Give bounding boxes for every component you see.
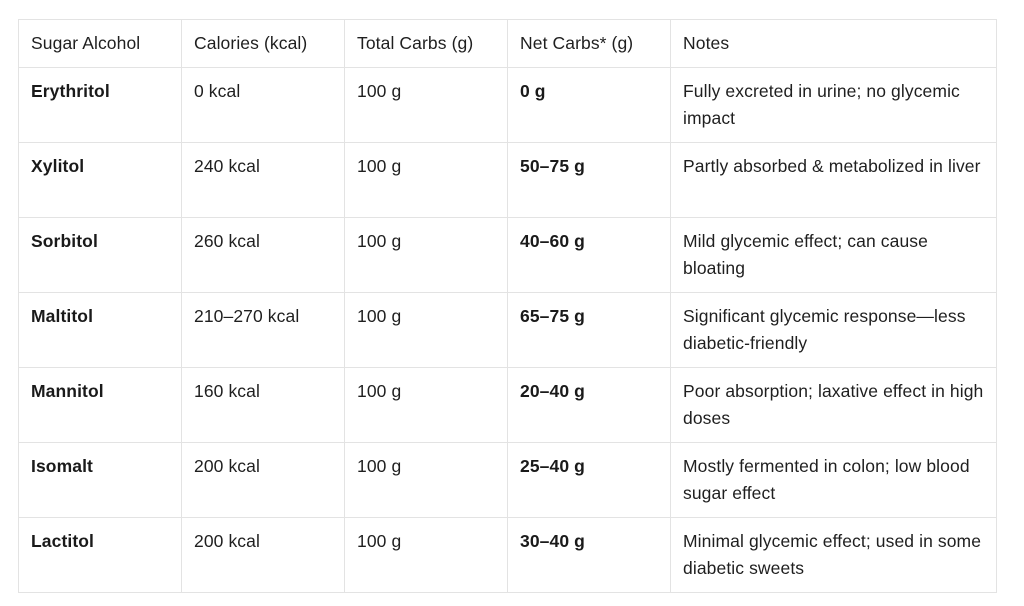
cell-name: Lactitol — [18, 517, 182, 593]
table-row: Isomalt 200 kcal 100 g 25–40 g Mostly fe… — [18, 442, 997, 518]
cell-name: Mannitol — [18, 367, 182, 443]
cell-total-carbs: 100 g — [344, 217, 508, 293]
cell-name: Sorbitol — [18, 217, 182, 293]
cell-notes: Mild glycemic effect; can cause bloating — [670, 217, 997, 293]
cell-total-carbs: 100 g — [344, 442, 508, 518]
cell-calories: 200 kcal — [181, 517, 345, 593]
table-header-row: Sugar Alcohol Calories (kcal) Total Carb… — [18, 19, 997, 68]
table-row: Erythritol 0 kcal 100 g 0 g Fully excret… — [18, 67, 997, 143]
header-calories: Calories (kcal) — [181, 19, 345, 68]
sugar-alcohol-table: Sugar Alcohol Calories (kcal) Total Carb… — [18, 19, 997, 593]
cell-calories: 260 kcal — [181, 217, 345, 293]
cell-net-carbs: 20–40 g — [507, 367, 671, 443]
header-notes: Notes — [670, 19, 997, 68]
cell-net-carbs: 40–60 g — [507, 217, 671, 293]
header-net-carbs: Net Carbs* (g) — [507, 19, 671, 68]
cell-name: Erythritol — [18, 67, 182, 143]
cell-calories: 160 kcal — [181, 367, 345, 443]
cell-notes: Minimal glycemic effect; used in some di… — [670, 517, 997, 593]
table-row: Xylitol 240 kcal 100 g 50–75 g Partly ab… — [18, 142, 997, 218]
cell-notes: Fully excreted in urine; no glycemic imp… — [670, 67, 997, 143]
cell-total-carbs: 100 g — [344, 67, 508, 143]
cell-name: Maltitol — [18, 292, 182, 368]
header-sugar-alcohol: Sugar Alcohol — [18, 19, 182, 68]
cell-calories: 0 kcal — [181, 67, 345, 143]
cell-total-carbs: 100 g — [344, 142, 508, 218]
cell-notes: Significant glycemic response—less diabe… — [670, 292, 997, 368]
cell-calories: 210–270 kcal — [181, 292, 345, 368]
cell-net-carbs: 65–75 g — [507, 292, 671, 368]
cell-total-carbs: 100 g — [344, 292, 508, 368]
cell-net-carbs: 25–40 g — [507, 442, 671, 518]
table-row: Sorbitol 260 kcal 100 g 40–60 g Mild gly… — [18, 217, 997, 293]
cell-total-carbs: 100 g — [344, 517, 508, 593]
table-row: Mannitol 160 kcal 100 g 20–40 g Poor abs… — [18, 367, 997, 443]
cell-name: Isomalt — [18, 442, 182, 518]
table-row: Maltitol 210–270 kcal 100 g 65–75 g Sign… — [18, 292, 997, 368]
cell-net-carbs: 50–75 g — [507, 142, 671, 218]
cell-notes: Mostly fermented in colon; low blood sug… — [670, 442, 997, 518]
cell-net-carbs: 30–40 g — [507, 517, 671, 593]
cell-net-carbs: 0 g — [507, 67, 671, 143]
header-total-carbs: Total Carbs (g) — [344, 19, 508, 68]
cell-calories: 240 kcal — [181, 142, 345, 218]
table-row: Lactitol 200 kcal 100 g 30–40 g Minimal … — [18, 517, 997, 593]
cell-notes: Partly absorbed & metabolized in liver — [670, 142, 997, 218]
cell-notes: Poor absorption; laxative effect in high… — [670, 367, 997, 443]
cell-calories: 200 kcal — [181, 442, 345, 518]
cell-name: Xylitol — [18, 142, 182, 218]
cell-total-carbs: 100 g — [344, 367, 508, 443]
